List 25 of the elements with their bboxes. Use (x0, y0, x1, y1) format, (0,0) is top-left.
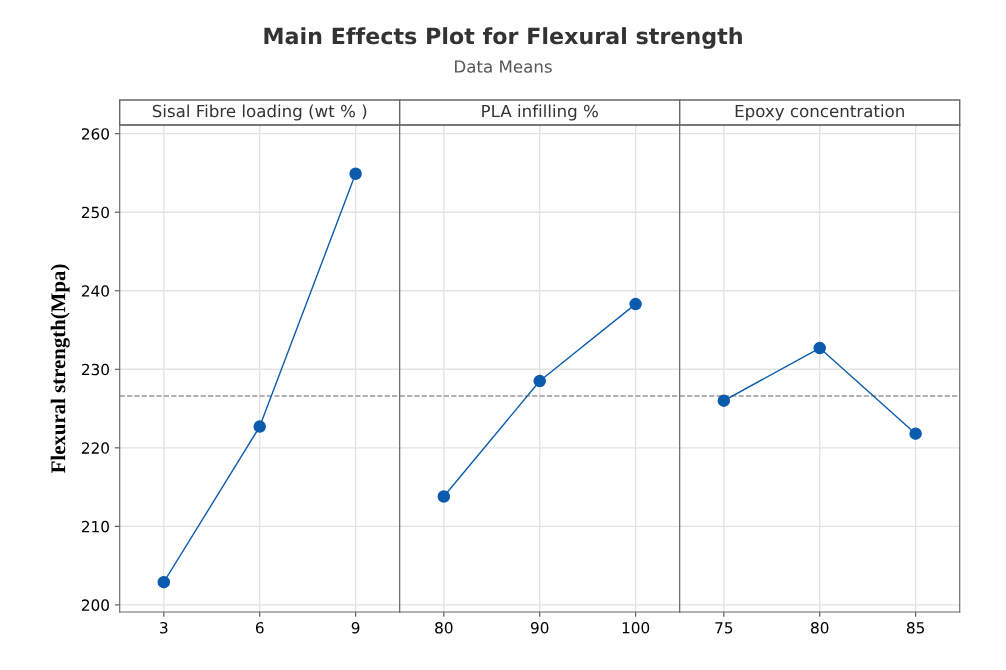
x-tick-label: 9 (351, 621, 360, 634)
y-tick-label: 200 (81, 599, 109, 611)
point (253, 420, 266, 433)
y-tick-label: 220 (81, 442, 109, 454)
x-tick-label: 80 (811, 621, 829, 634)
chart-subtitle: Data Means (455, 60, 552, 73)
x-tick-label: 6 (255, 621, 264, 634)
chart-title: Main Effects Plot for Flexural strength (264, 27, 742, 49)
x-tick-label: 75 (715, 622, 733, 634)
y-tick-label: 240 (81, 285, 109, 297)
x-tick-label: 85 (906, 621, 924, 634)
y-tick-label: 250 (81, 206, 109, 219)
x-axis-title: Sisal Fibre loading (wt % ) (152, 104, 367, 121)
x-tick-label: 3 (160, 621, 168, 634)
x-tick-label: 90 (530, 621, 549, 634)
x-axis-title: Epoxy concentration (735, 104, 904, 121)
point (157, 575, 171, 589)
y-tick-label: 210 (81, 520, 109, 533)
y-tick-label: 260 (81, 128, 109, 140)
y-axis-title: Flexural strength(Mpa) (50, 264, 70, 473)
point (349, 167, 362, 180)
x-tick-label: 80 (435, 621, 453, 634)
x-tick-label: 100 (622, 621, 650, 634)
y-tick-label: 230 (81, 363, 109, 376)
x-axis-title: PLA infilling % (482, 104, 598, 121)
